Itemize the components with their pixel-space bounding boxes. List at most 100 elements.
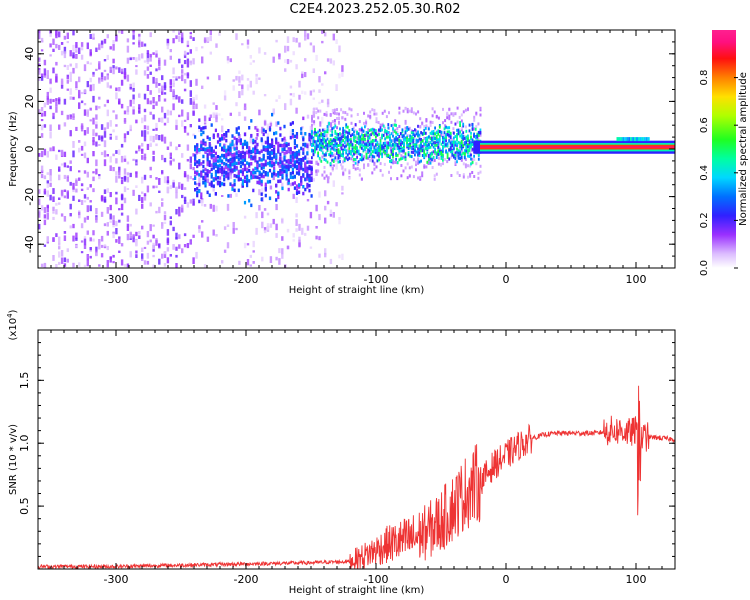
spectrogram-cell bbox=[277, 121, 280, 125]
spectrogram-cell bbox=[406, 126, 408, 130]
spectrogram-cell bbox=[246, 143, 249, 147]
spectrogram-cell bbox=[200, 146, 203, 150]
spectrogram-cell bbox=[437, 132, 440, 136]
spectrogram-cell bbox=[263, 227, 267, 231]
colorbar-tick-label: 0.8 bbox=[699, 70, 710, 86]
spectrogram-cell bbox=[248, 146, 251, 150]
spectrogram-cell bbox=[292, 92, 295, 98]
spectrogram-cell bbox=[38, 211, 41, 218]
spectrogram-cell bbox=[275, 204, 278, 211]
spectrogram-cell bbox=[289, 147, 292, 151]
spectrogram-cell bbox=[375, 165, 378, 169]
spectrogram-cell bbox=[429, 140, 432, 144]
spectrogram-cell bbox=[172, 83, 175, 88]
spectrogram-cell bbox=[43, 191, 47, 195]
spectrogram-cell bbox=[175, 192, 178, 199]
spectrogram-cell bbox=[357, 149, 360, 153]
spectrogram-cell bbox=[428, 158, 430, 161]
spectrogram-cell bbox=[320, 138, 323, 142]
spectrogram-cell bbox=[175, 187, 178, 190]
spectrogram-cell bbox=[365, 133, 368, 137]
spectrogram-cell bbox=[462, 124, 465, 128]
spectrogram-cell bbox=[460, 136, 463, 139]
spectrogram-cell bbox=[120, 179, 124, 185]
spectrogram-cell bbox=[298, 164, 301, 169]
spectrogram-cell bbox=[369, 114, 372, 118]
spectrogram-cell bbox=[55, 209, 58, 215]
spectrogram-cell bbox=[189, 124, 192, 128]
spectrogram-cell bbox=[233, 168, 236, 172]
spectrogram-cell bbox=[241, 172, 244, 177]
spectrogram-cell bbox=[279, 152, 282, 157]
spectrogram-cell bbox=[271, 140, 274, 145]
spectrogram-cell bbox=[326, 102, 330, 108]
spectrogram-cell bbox=[417, 139, 419, 143]
spectrogram-cell bbox=[115, 228, 118, 235]
spectrogram-cell bbox=[350, 108, 353, 112]
spectrogram-cell bbox=[281, 156, 284, 164]
spectrogram-cell bbox=[329, 122, 333, 128]
spectrogram-cell bbox=[364, 142, 366, 146]
spectrogram-cell bbox=[331, 133, 334, 137]
spectrogram-cell bbox=[348, 144, 351, 148]
spectrogram-cell bbox=[146, 66, 150, 71]
spectrogram-cell bbox=[329, 214, 333, 217]
spectrogram-cell bbox=[63, 263, 67, 267]
spectrogram-cell bbox=[371, 154, 374, 158]
spectrogram-cell bbox=[277, 161, 280, 166]
spectrogram-cell bbox=[100, 211, 104, 217]
spectrogram-cell bbox=[454, 161, 457, 165]
spectrogram-cell bbox=[315, 160, 318, 165]
spectrogram-cell bbox=[66, 41, 69, 44]
spectrogram-cell bbox=[115, 197, 118, 205]
spectrogram-cell bbox=[424, 126, 427, 130]
spectrogram-cell bbox=[98, 44, 101, 49]
spectrogram-cell bbox=[365, 121, 368, 125]
spectrogram-cell bbox=[95, 159, 98, 167]
spectrogram-cell bbox=[72, 30, 75, 36]
spectrogram-cell bbox=[370, 148, 373, 152]
spectrogram-cell bbox=[183, 126, 187, 133]
spectrogram-cell bbox=[52, 211, 55, 214]
spectrogram-cell bbox=[233, 147, 236, 151]
spectrogram-cell bbox=[449, 135, 452, 139]
spectrogram-cell bbox=[112, 44, 115, 51]
spectrogram-cell bbox=[100, 41, 104, 49]
spectrogram-cell bbox=[295, 135, 299, 139]
spectrogram-cell bbox=[389, 143, 391, 147]
spectrogram-cell bbox=[446, 130, 449, 134]
spectrogram-cell bbox=[49, 105, 52, 110]
spectrogram-cell bbox=[398, 145, 401, 149]
spectrogram-cell bbox=[338, 116, 340, 120]
spectrogram-cell bbox=[389, 154, 391, 158]
spectrogram-cell bbox=[206, 37, 210, 42]
spectrogram-cell bbox=[434, 137, 436, 140]
spectrogram-cell bbox=[342, 139, 344, 143]
spectrogram-cell bbox=[369, 158, 372, 162]
spectrogram-cell bbox=[95, 132, 98, 137]
spectrogram-cell bbox=[431, 152, 433, 156]
spectrogram-cell bbox=[304, 169, 307, 173]
spectrogram-cell bbox=[344, 168, 347, 172]
spectrogram-cell bbox=[410, 155, 413, 159]
spectrogram-cell bbox=[161, 202, 164, 207]
spectrogram-cell bbox=[293, 139, 296, 143]
spectrogram-cell bbox=[446, 126, 449, 130]
spectrogram-cell bbox=[336, 142, 338, 146]
spectrogram-cell bbox=[332, 147, 335, 151]
spectrogram-cell bbox=[141, 142, 144, 147]
spectrogram-cell bbox=[143, 108, 147, 113]
spectrogram-cell bbox=[424, 147, 427, 151]
spectrogram-cell bbox=[141, 197, 144, 204]
spectrogram-cell bbox=[225, 162, 228, 167]
spectrogram-cell bbox=[49, 32, 52, 37]
spectrogram-cell bbox=[446, 116, 449, 120]
spectrogram-cell bbox=[95, 68, 98, 71]
spectrogram-cell bbox=[219, 155, 222, 160]
spectrogram-cell bbox=[431, 132, 433, 136]
spectrogram-cell bbox=[246, 45, 250, 49]
spectrogram-cell bbox=[277, 149, 280, 153]
spectrogram-cell bbox=[141, 204, 144, 209]
spectrogram-cell bbox=[473, 154, 475, 158]
spectrogram-cell bbox=[235, 137, 238, 142]
